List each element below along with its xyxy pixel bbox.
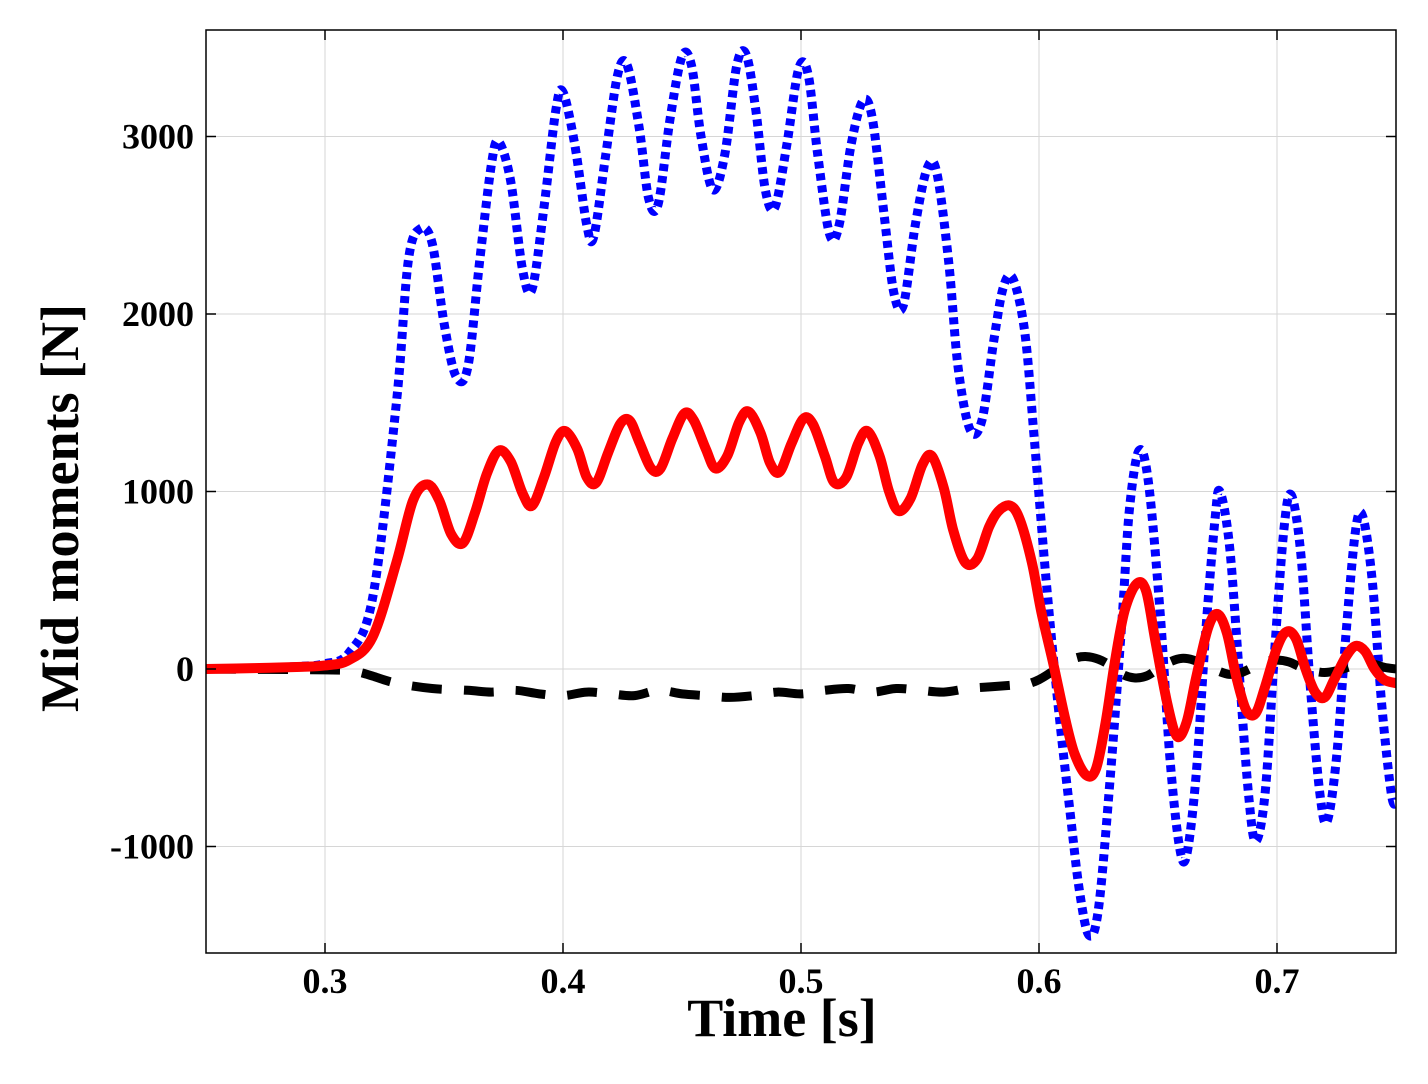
y-tick-labels: -1000 0 1000 2000 3000 — [110, 117, 194, 867]
x-axis-title: Time [s] — [687, 988, 876, 1048]
x-tick-labels: 0.3 0.4 0.5 0.6 0.7 — [303, 961, 1300, 1001]
series-line-dotted — [206, 46, 1396, 941]
axis-ticks — [206, 30, 1396, 953]
series-line-solid — [206, 406, 1396, 782]
y-tick-label: -1000 — [110, 827, 194, 867]
y-tick-label: 3000 — [122, 117, 194, 157]
x-tick-label: 0.6 — [1017, 961, 1062, 1001]
x-tick-label: 0.4 — [541, 961, 586, 1001]
y-tick-label: 2000 — [122, 294, 194, 334]
series-layer — [206, 46, 1396, 941]
y-axis-title: Mid moments [N] — [30, 304, 90, 712]
x-tick-label: 0.5 — [779, 961, 824, 1001]
y-tick-label: 1000 — [122, 472, 194, 512]
x-tick-label: 0.3 — [303, 961, 348, 1001]
x-tick-label: 0.7 — [1255, 961, 1300, 1001]
plot-frame — [205, 29, 1397, 954]
y-tick-label: 0 — [176, 649, 194, 689]
